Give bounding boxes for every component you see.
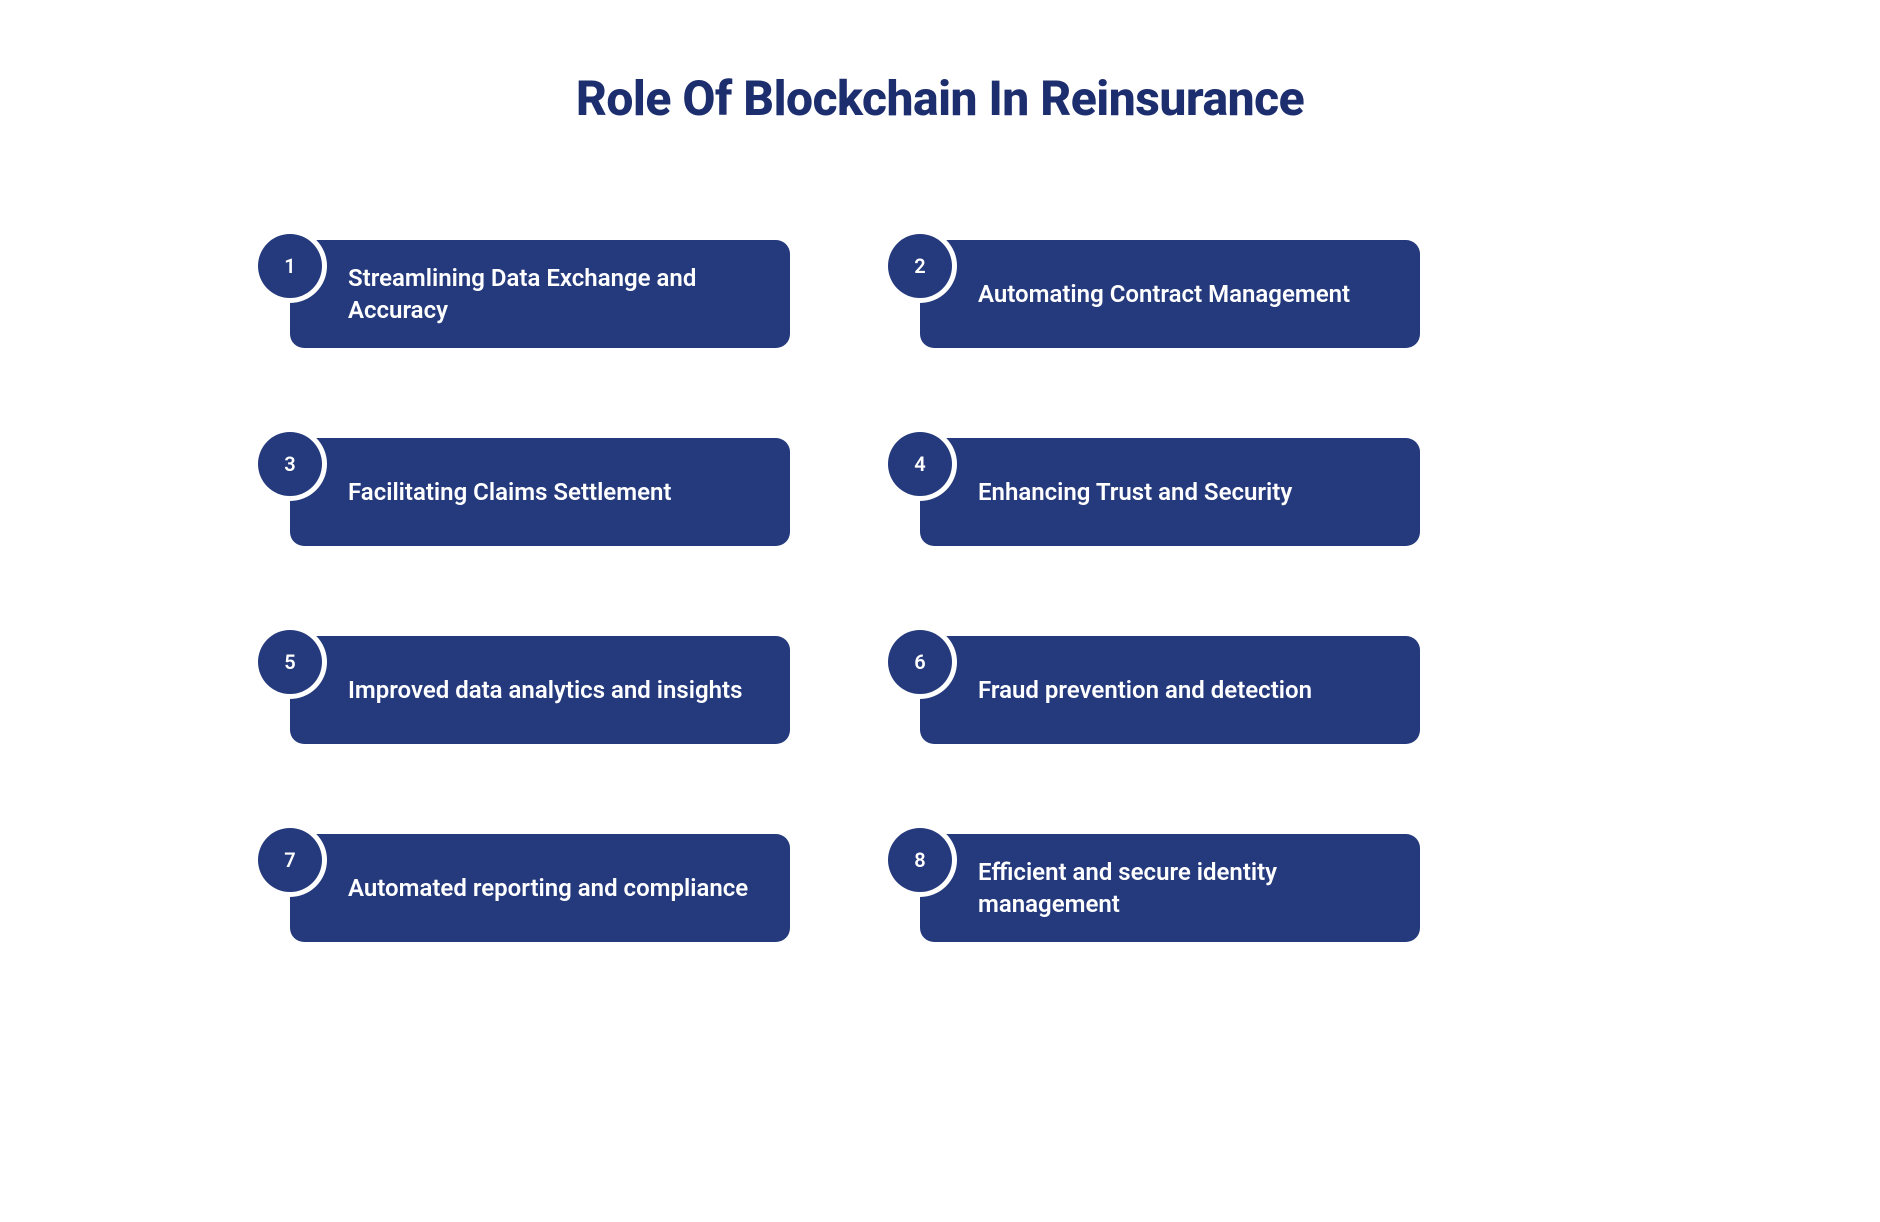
infographic-canvas: Role Of Blockchain In Reinsurance Stream… (0, 0, 1880, 1222)
item-label: Automated reporting and compliance (348, 872, 748, 904)
number-badge: 6 (888, 630, 952, 694)
item-pill: Efficient and secure identity management (920, 834, 1420, 942)
number-badge: 8 (888, 828, 952, 892)
item-label: Efficient and secure identity management (978, 856, 1396, 921)
item-pill: Facilitating Claims Settlement (290, 438, 790, 546)
item-pill: Enhancing Trust and Security (920, 438, 1420, 546)
number-badge: 3 (258, 432, 322, 496)
number-badge: 1 (258, 234, 322, 298)
list-item: Automating Contract Management2 (920, 240, 1420, 348)
item-pill: Automating Contract Management (920, 240, 1420, 348)
number-badge: 4 (888, 432, 952, 496)
items-grid: Streamlining Data Exchange and Accuracy1… (290, 240, 1420, 942)
number-badge: 2 (888, 234, 952, 298)
page-title: Role Of Blockchain In Reinsurance (0, 70, 1880, 127)
number-badge: 7 (258, 828, 322, 892)
list-item: Streamlining Data Exchange and Accuracy1 (290, 240, 790, 348)
list-item: Improved data analytics and insights5 (290, 636, 790, 744)
list-item: Automated reporting and compliance7 (290, 834, 790, 942)
list-item: Enhancing Trust and Security4 (920, 438, 1420, 546)
item-label: Improved data analytics and insights (348, 674, 742, 706)
list-item: Efficient and secure identity management… (920, 834, 1420, 942)
item-pill: Streamlining Data Exchange and Accuracy (290, 240, 790, 348)
item-label: Enhancing Trust and Security (978, 476, 1292, 508)
list-item: Facilitating Claims Settlement3 (290, 438, 790, 546)
item-pill: Improved data analytics and insights (290, 636, 790, 744)
item-label: Fraud prevention and detection (978, 674, 1312, 706)
item-label: Streamlining Data Exchange and Accuracy (348, 262, 766, 327)
item-pill: Fraud prevention and detection (920, 636, 1420, 744)
item-pill: Automated reporting and compliance (290, 834, 790, 942)
item-label: Facilitating Claims Settlement (348, 476, 671, 508)
number-badge: 5 (258, 630, 322, 694)
list-item: Fraud prevention and detection6 (920, 636, 1420, 744)
item-label: Automating Contract Management (978, 278, 1350, 310)
